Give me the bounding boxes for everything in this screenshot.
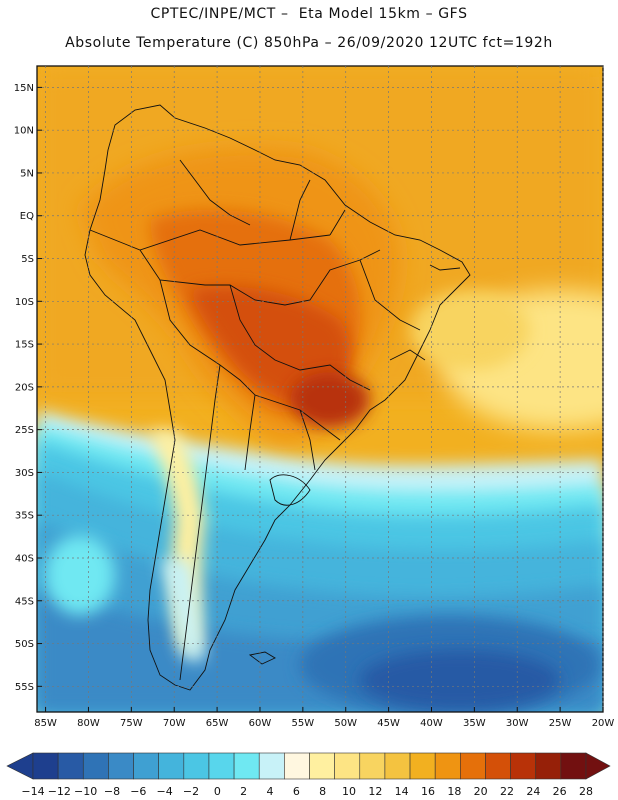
title-line-2: Absolute Temperature (C) 850hPa – 26/09/… <box>65 35 553 51</box>
colorbar-label: 6 <box>293 785 300 798</box>
lat-tick-label: 10S <box>15 297 34 308</box>
lon-tick-label: 20W <box>592 718 615 729</box>
colorbar-swatch <box>258 752 285 780</box>
lon-tick-label: 45W <box>377 718 400 729</box>
lat-tick-label: 55S <box>15 682 34 693</box>
colorbar-label: −2 <box>183 785 199 798</box>
colorbar-swatch <box>384 752 411 780</box>
colorbar-label: −6 <box>130 785 146 798</box>
colorbar-label: −12 <box>48 785 71 798</box>
lat-tick-label: 10N <box>14 126 34 137</box>
title-line-1: CPTEC/INPE/MCT – Eta Model 15km – GFS <box>150 6 468 22</box>
colorbar-swatch <box>334 752 361 780</box>
lat-tick-label: 40S <box>15 553 34 564</box>
lat-tick-label: 20S <box>15 382 34 393</box>
colorbar-label: 14 <box>395 785 409 798</box>
lat-tick-label: 15S <box>15 340 34 351</box>
colorbar-swatch <box>409 752 436 780</box>
colorbar-swatch <box>359 752 386 780</box>
colorbar-swatch <box>158 752 185 780</box>
colorbar-label: 10 <box>342 785 356 798</box>
colorbar-label: −14 <box>21 785 44 798</box>
lon-tick-label: 35W <box>463 718 486 729</box>
colorbar-swatch <box>108 752 134 780</box>
lon-tick-label: 30W <box>506 718 529 729</box>
colorbar-label: 4 <box>267 785 274 798</box>
lon-tick-label: 80W <box>77 718 100 729</box>
lon-tick-label: 60W <box>249 718 272 729</box>
lon-tick-label: 65W <box>206 718 229 729</box>
colorbar-swatch <box>57 752 84 780</box>
temperature-field <box>37 66 603 712</box>
lat-tick-label: 15N <box>14 83 34 94</box>
lat-tick-label: EQ <box>20 211 34 222</box>
colorbar-swatch <box>133 752 159 780</box>
colorbar-label: 18 <box>447 785 461 798</box>
colorbar-label: 0 <box>214 785 221 798</box>
lat-tick-label: 35S <box>15 511 34 522</box>
colorbar-label: 2 <box>240 785 247 798</box>
lon-tick-label: 85W <box>34 718 57 729</box>
lon-tick-label: 70W <box>163 718 186 729</box>
colorbar-label: −8 <box>104 785 120 798</box>
lat-tick-label: 25S <box>15 425 34 436</box>
lon-tick-label: 25W <box>549 718 572 729</box>
colorbar-label: 16 <box>421 785 435 798</box>
colorbar-label: 12 <box>368 785 382 798</box>
colorbar-swatch <box>183 752 210 780</box>
lat-tick-label: 5N <box>20 168 34 179</box>
lon-tick-label: 75W <box>120 718 143 729</box>
lon-tick-label: 40W <box>420 718 443 729</box>
lat-tick-label: 50S <box>15 639 34 650</box>
lon-tick-label: 50W <box>334 718 357 729</box>
colorbar-swatch <box>309 752 335 780</box>
colorbar-min-arrow <box>6 752 34 780</box>
colorbar-swatch <box>32 752 59 780</box>
colorbar-label: −4 <box>157 785 173 798</box>
lat-tick-label: 30S <box>15 468 34 479</box>
colorbar-swatch <box>535 752 562 780</box>
colorbar-swatch <box>560 752 587 780</box>
lat-tick-label: 5S <box>21 254 34 265</box>
colorbar-label: 8 <box>319 785 326 798</box>
colorbar-swatch <box>233 752 260 780</box>
colorbar-label: 20 <box>474 785 488 798</box>
colorbar-swatch <box>510 752 537 780</box>
colorbar-swatch <box>284 752 310 780</box>
colorbar-max-arrow <box>585 752 611 780</box>
lon-tick-label: 55W <box>292 718 315 729</box>
colorbar: −14 −12 −10 −8 −6 −4 −2 0 2 4 6 8 10 12 14 16 18 20 22 24 26… <box>6 752 611 798</box>
colorbar-label: 28 <box>579 785 593 798</box>
lat-tick-label: 45S <box>15 596 34 607</box>
colorbar-swatch <box>485 752 511 780</box>
colorbar-label: 26 <box>553 785 567 798</box>
colorbar-swatch <box>434 752 461 780</box>
country-borders <box>84 104 471 691</box>
colorbar-label: 24 <box>526 785 540 798</box>
colorbar-swatch <box>460 752 486 780</box>
colorbar-swatch <box>208 752 235 780</box>
map-frame: 15N 10N 5N EQ 5S 10S 15S 20S 25S 30S 35S 40S 45S 50S 5… <box>14 65 615 729</box>
colorbar-swatch <box>82 752 109 780</box>
colorbar-label: −10 <box>74 785 97 798</box>
colorbar-label: 22 <box>500 785 514 798</box>
